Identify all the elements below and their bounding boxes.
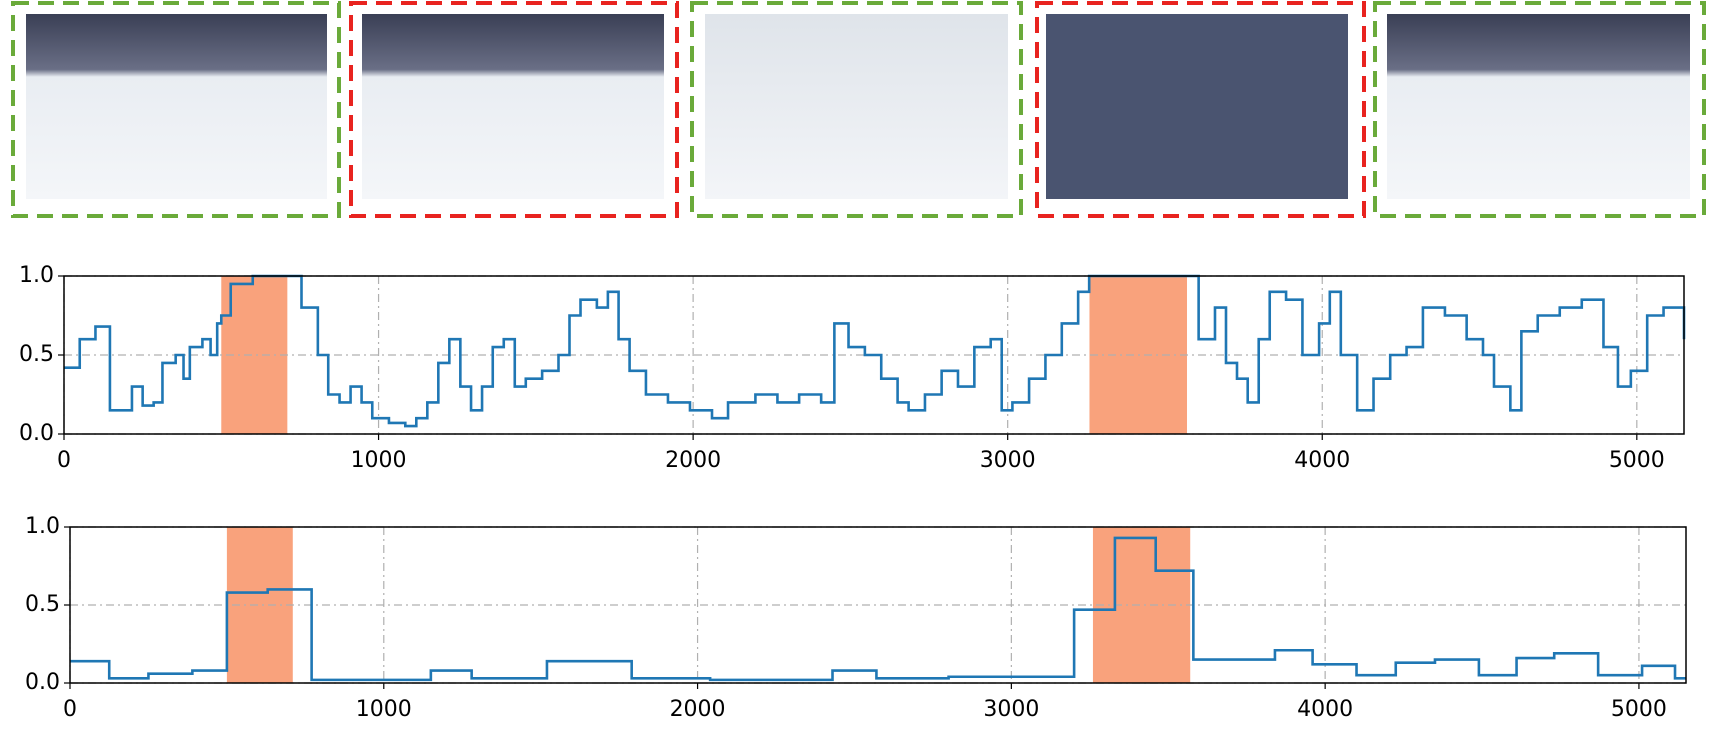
x-tick-label: 3000: [980, 448, 1036, 473]
y-tick-label: 0.5: [19, 342, 54, 367]
x-tick-label: 0: [63, 697, 77, 722]
frame-border: [349, 1, 679, 218]
data-line: [64, 274, 1686, 428]
frame-border: [690, 1, 1023, 218]
x-tick-label: 1000: [356, 697, 412, 722]
thumbnails: [11, 1, 1706, 218]
frame-image: [1046, 14, 1348, 199]
y-tick-label: 0.0: [19, 421, 54, 446]
y-tick-label: 0.5: [25, 592, 60, 617]
x-tick-label: 5000: [1609, 448, 1665, 473]
frame-image: [705, 14, 1008, 199]
x-tick-label: 1000: [351, 448, 407, 473]
data-line: [70, 536, 1686, 682]
x-tick-label: 0: [57, 448, 71, 473]
frame-image: [362, 14, 664, 199]
y-tick-label: 0.0: [25, 670, 60, 695]
plot-frame: [63, 275, 1685, 435]
x-tick-label: 3000: [983, 697, 1039, 722]
x-tick-label: 4000: [1297, 697, 1353, 722]
x-tick-label: 5000: [1611, 697, 1667, 722]
plot-frame: [69, 526, 1687, 684]
x-tick-label: 2000: [665, 448, 721, 473]
frame-border: [11, 1, 341, 218]
y-tick-label: 1.0: [19, 263, 54, 288]
frame-border: [1035, 1, 1366, 218]
x-tick-label: 2000: [670, 697, 726, 722]
frame-image: [1387, 14, 1690, 199]
frame-border: [1373, 1, 1706, 218]
frame-image: [26, 14, 327, 199]
x-tick-label: 4000: [1294, 448, 1350, 473]
y-tick-label: 1.0: [25, 514, 60, 539]
